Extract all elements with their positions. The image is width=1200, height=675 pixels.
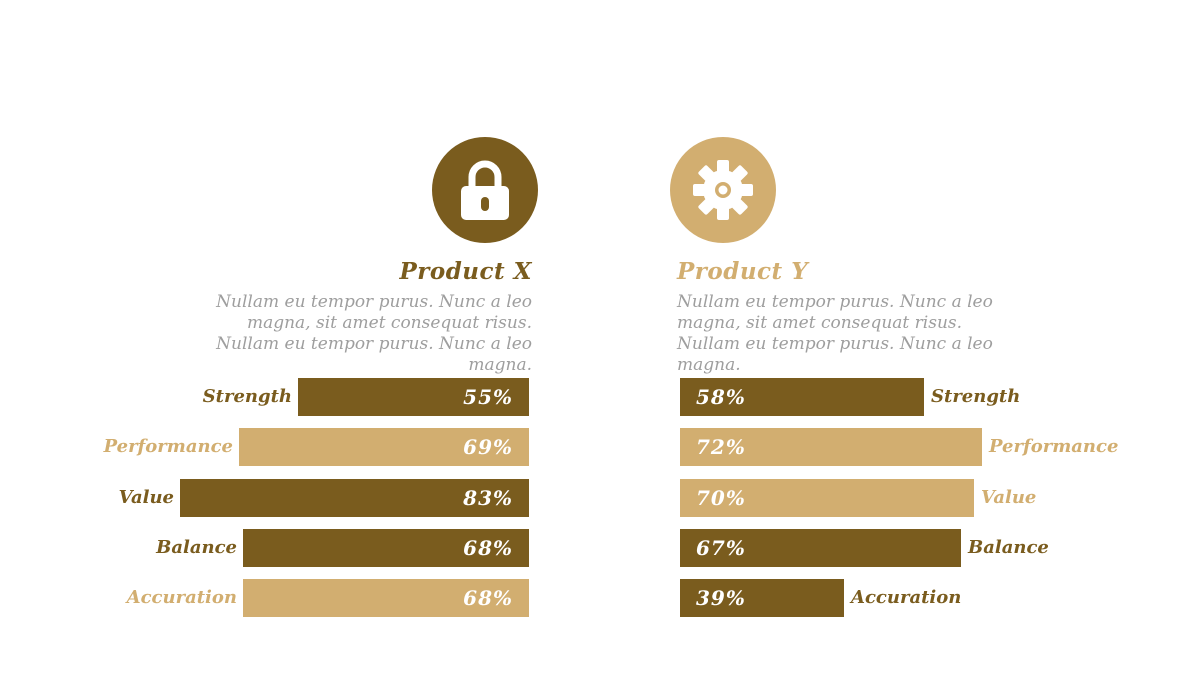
- bar-performance: 72%: [680, 428, 982, 466]
- bar-strength: 55%: [298, 378, 529, 416]
- bar-value-balance: 67%: [696, 536, 746, 560]
- bar-strength: 58%: [680, 378, 924, 416]
- bar-accuration: 68%: [243, 579, 529, 617]
- bar-label-accuration: Accuration: [126, 587, 237, 608]
- bar-label-balance: Balance: [968, 537, 1049, 558]
- gear-icon: [693, 160, 753, 220]
- bar-value-balance: 68%: [463, 536, 513, 560]
- bar-performance: 69%: [239, 428, 529, 466]
- bar-label-performance: Performance: [989, 436, 1119, 457]
- product-y-title: Product Y: [677, 258, 809, 285]
- bar-value-strength: 55%: [463, 385, 513, 409]
- product-y-bars: 58% Strength 72% Performance 70% Value 67% Bala…: [600, 0, 1200, 675]
- bar-value-accuration: 68%: [463, 586, 513, 610]
- bar-label-value: Value: [981, 487, 1037, 508]
- product-x-bars: 55% Strength 69% Performance 83% Value 68% Bala…: [103, 378, 529, 617]
- product-x-icon-circle: [432, 137, 538, 243]
- bar-label-strength: Strength: [202, 386, 292, 407]
- product-x-description: Nullam eu tempor purus. Nunc a leo magna…: [216, 292, 532, 375]
- bar-label-accuration: Accuration: [851, 587, 962, 608]
- product-y-panel: Product Y Nullam eu tempor purus. Nunc a…: [600, 0, 1200, 675]
- product-x-panel: Product X Nullam eu tempor purus. Nunc a…: [103, 137, 538, 617]
- bar-label-balance: Balance: [156, 537, 237, 558]
- lock-icon: [461, 160, 509, 220]
- bar-value: 70%: [680, 479, 974, 517]
- bar-label-strength: Strength: [931, 386, 1021, 407]
- bar-value-performance: 72%: [696, 435, 746, 459]
- bar-value-accuration: 39%: [696, 586, 746, 610]
- bar-value-value: 83%: [463, 486, 513, 510]
- product-x-title: Product X: [399, 258, 532, 285]
- bar-label-value: Value: [118, 487, 174, 508]
- bar-value: 83%: [180, 479, 529, 517]
- bar-balance: 68%: [243, 529, 529, 567]
- product-y-icon-circle: [670, 137, 776, 243]
- bar-balance: 67%: [680, 529, 961, 567]
- bar-value-strength: 58%: [696, 385, 746, 409]
- bar-accuration: 39%: [680, 579, 844, 617]
- bar-label-performance: Performance: [103, 436, 233, 457]
- bar-value-value: 70%: [696, 486, 746, 510]
- product-y-description: Nullam eu tempor purus. Nunc a leo magna…: [677, 292, 993, 375]
- bar-value-performance: 69%: [463, 435, 513, 459]
